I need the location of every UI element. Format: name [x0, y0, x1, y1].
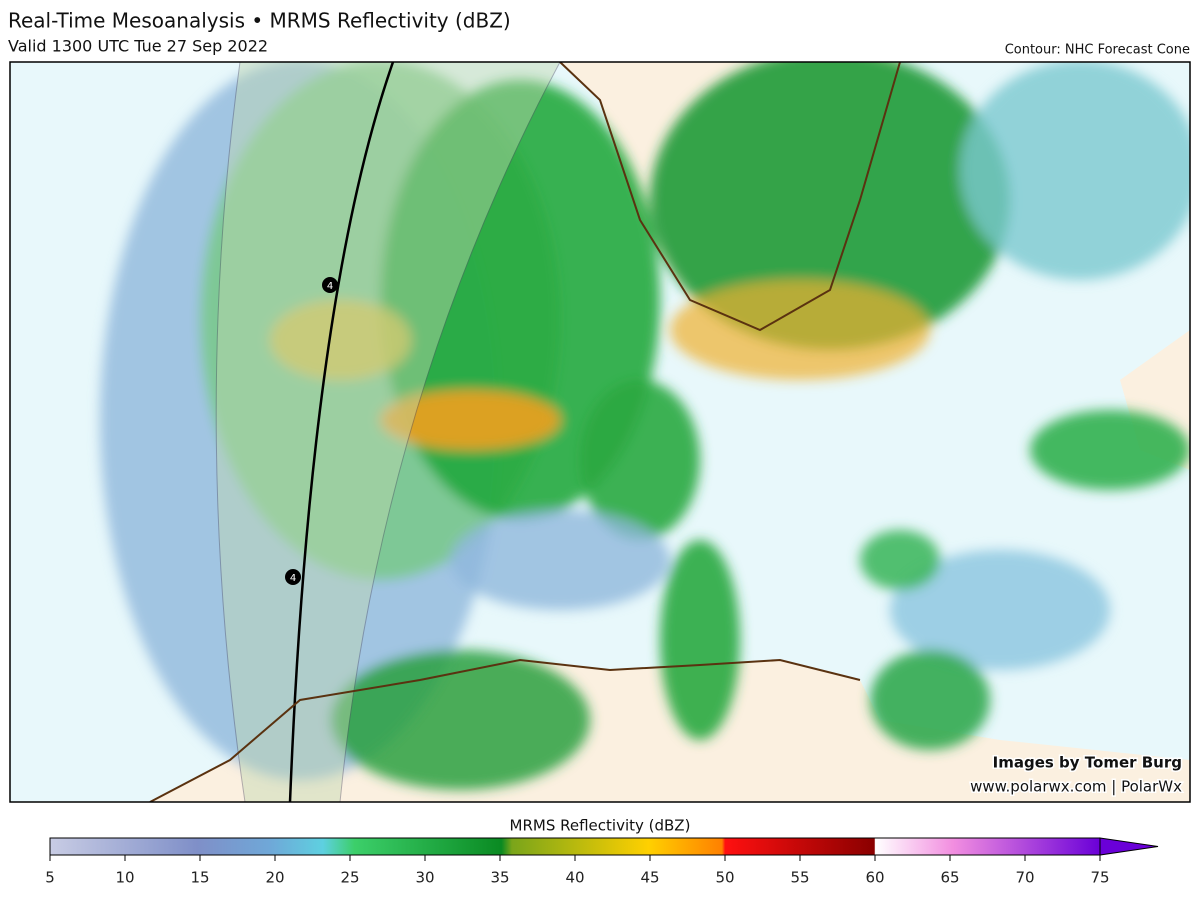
colorbar-tick-label: 50 [715, 869, 734, 887]
subtitle: Valid 1300 UTC Tue 27 Sep 2022 [8, 37, 268, 56]
track-point: 4 [285, 569, 301, 585]
colorbar-title: MRMS Reflectivity (dBZ) [510, 817, 691, 835]
colorbar-tick-label: 65 [940, 869, 959, 887]
track-point: 4 [322, 277, 338, 293]
colorbar-tick-label: 30 [415, 869, 434, 887]
colorbar-tick-label: 20 [265, 869, 284, 887]
colorbar-tick-label: 15 [190, 869, 209, 887]
coastline [149, 62, 901, 802]
track-point-label: 4 [290, 573, 296, 584]
map-frame [9, 61, 1191, 803]
forecast-track [288, 62, 395, 802]
colorbar-tick-label: 70 [1015, 869, 1034, 887]
map: 4 4 Images by Tomer Burg www.polarwx.com… [10, 62, 1190, 802]
radar-echoes [100, 62, 1190, 790]
colorbar-tick-label: 60 [865, 869, 884, 887]
colorbar-tick-label: 5 [45, 869, 55, 887]
colorbar-body [49, 837, 1101, 856]
website: www.polarwx.com | PolarWx [970, 778, 1182, 796]
credit: Images by Tomer Burg [993, 754, 1182, 772]
colorbar-tick-label: 35 [490, 869, 509, 887]
forecast-cone [215, 62, 561, 802]
colorbar-extension [1099, 837, 1159, 856]
colorbar-tick-label: 55 [790, 869, 809, 887]
title: Real-Time Mesoanalysis • MRMS Reflectivi… [8, 9, 511, 33]
colorbar-tick-label: 10 [115, 869, 134, 887]
colorbar-tick-label: 75 [1090, 869, 1109, 887]
colorbar-tick-label: 25 [340, 869, 359, 887]
contour-label: Contour: NHC Forecast Cone [1005, 43, 1190, 58]
colorbar-tick-label: 40 [565, 869, 584, 887]
colorbar-tick-label: 45 [640, 869, 659, 887]
track-point-label: 4 [327, 281, 333, 292]
colorbar [49, 837, 1159, 856]
